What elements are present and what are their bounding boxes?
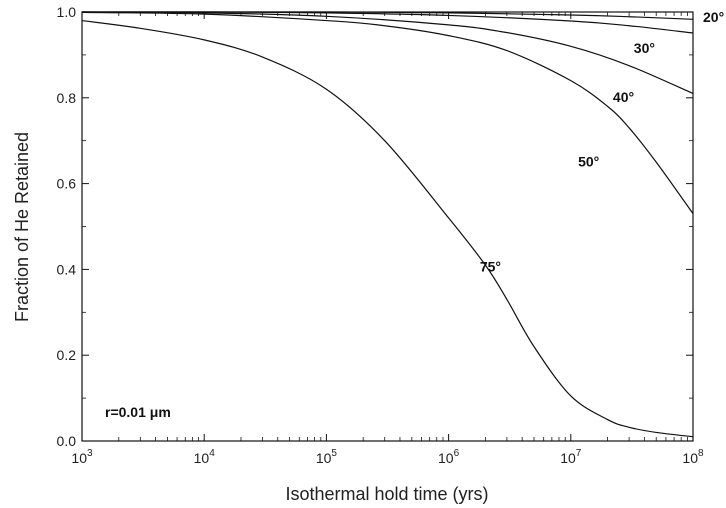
- series-layer: [81, 11, 694, 438]
- series-line-50: [81, 11, 694, 214]
- y-tick-label: 0.4: [57, 261, 77, 277]
- x-axis-ticks: 103 104 105 106 107 108: [71, 12, 704, 466]
- x-tick-label: 104: [194, 448, 216, 466]
- radius-annotation: r=0.01 μm: [105, 404, 171, 420]
- x-tick-label: 106: [438, 448, 460, 466]
- x-tick-label: 105: [316, 448, 338, 466]
- plot-frame: [81, 11, 694, 442]
- x-tick-label: 108: [682, 448, 704, 466]
- y-axis-ticks: 0.0 0.2 0.4 0.6 0.8 1.0: [57, 4, 693, 449]
- series-label-20: 20°: [703, 9, 724, 25]
- y-tick-label: 1.0: [57, 4, 77, 20]
- y-tick-label: 0.6: [57, 176, 77, 192]
- series-label-75: 75°: [480, 259, 501, 275]
- y-tick-label: 0.8: [57, 90, 77, 106]
- series-label-40: 40°: [613, 89, 634, 105]
- y-tick-label: 0.0: [57, 433, 77, 449]
- series-label-30: 30°: [634, 40, 655, 56]
- series-label-50: 50°: [578, 153, 599, 169]
- y-axis-title: Fraction of He Retained: [12, 132, 32, 322]
- curve-labels: 20° 30° 40° 50° 75°: [480, 9, 724, 275]
- y-tick-label: 0.2: [57, 347, 77, 363]
- series-line-40: [81, 11, 694, 95]
- x-axis-title: Isothermal hold time (yrs): [285, 484, 488, 504]
- series-line-75: [81, 19, 694, 438]
- series-line-30: [81, 11, 694, 34]
- x-tick-label: 107: [560, 448, 582, 466]
- x-tick-label: 103: [71, 448, 93, 466]
